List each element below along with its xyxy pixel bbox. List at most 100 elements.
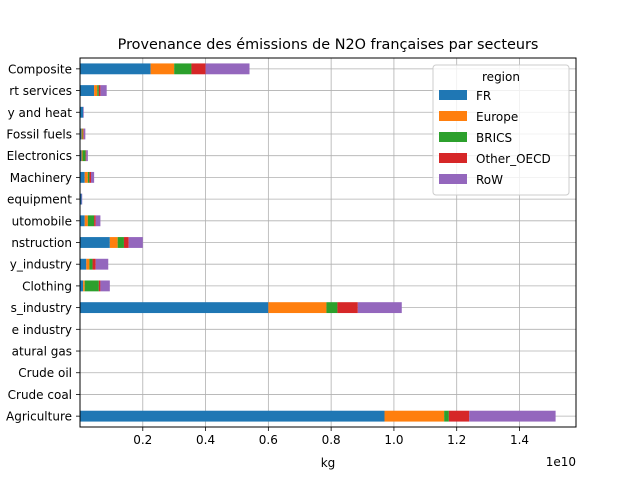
bars bbox=[80, 63, 556, 422]
bar-fossil-fuels-fr bbox=[80, 128, 82, 140]
y-tick-label-5: s_industry bbox=[11, 301, 72, 315]
legend-label-fr: FR bbox=[476, 89, 491, 103]
bar-machinery-other-oecd bbox=[89, 171, 91, 183]
legend-label-row: RoW bbox=[476, 173, 503, 187]
bar-automobile-fr bbox=[80, 215, 85, 227]
legend-swatch-europe bbox=[439, 111, 467, 121]
x-axis-label: kg bbox=[321, 456, 336, 470]
legend-swatch-row bbox=[439, 174, 467, 184]
legend-swatch-other-oecd bbox=[439, 153, 467, 163]
x-tick-label-0: 0.2 bbox=[133, 433, 152, 447]
bar-fossil-fuels-row bbox=[83, 128, 86, 140]
bar-heavy-industry-row bbox=[95, 258, 109, 270]
bar-composite-row bbox=[205, 63, 250, 75]
bar-heavy-industry-other-oecd bbox=[92, 258, 96, 270]
bar-machinery-europe bbox=[84, 171, 88, 183]
bar-heavy-industry-brics bbox=[89, 258, 93, 270]
bar-transport-services-fr bbox=[80, 85, 95, 96]
x-tick-label-4: 1.0 bbox=[384, 433, 403, 447]
bar-construction-other-oecd bbox=[123, 237, 129, 248]
y-tick-label-16: Composite bbox=[8, 62, 72, 76]
bar-biomass-industry-europe bbox=[268, 302, 327, 314]
legend: region FR Europe BRICS Other_OECD RoW bbox=[432, 64, 570, 196]
bar-electricity-and-heat-row bbox=[83, 106, 84, 118]
y-tick-label-7: y_industry bbox=[10, 258, 72, 272]
x-tick-label-2: 0.6 bbox=[259, 433, 278, 447]
legend-swatch-fr bbox=[439, 90, 467, 100]
y-tick-label-13: Fossil fuels bbox=[6, 127, 72, 141]
y-tick-label-4: e industry bbox=[12, 323, 72, 337]
bar-fossil-fuels-brics bbox=[82, 128, 84, 140]
legend-label-europe: Europe bbox=[476, 110, 518, 124]
x-tick-label-1: 0.4 bbox=[196, 433, 215, 447]
y-tick-label-3: atural gas bbox=[12, 345, 72, 359]
legend-label-brics: BRICS bbox=[476, 131, 512, 145]
y-tick-label-11: Machinery bbox=[10, 171, 72, 185]
x-tick-label-6: 1.4 bbox=[510, 433, 529, 447]
bar-transport-services-other-oecd bbox=[98, 85, 101, 96]
bar-electronics-brics bbox=[82, 150, 86, 162]
bar-electronics-other-oecd bbox=[85, 150, 87, 162]
bar-agriculture-brics bbox=[444, 410, 449, 422]
y-tick-label-2: Crude oil bbox=[18, 366, 72, 380]
bar-machinery-brics bbox=[87, 171, 90, 183]
bar-agriculture-other-oecd bbox=[448, 410, 470, 422]
bar-automobile-other-oecd bbox=[94, 215, 96, 227]
y-tick-label-6: Clothing bbox=[22, 279, 72, 293]
bar-transport-services-row bbox=[100, 85, 107, 96]
bar-automobile-europe bbox=[84, 215, 88, 227]
bar-oth-transport-equipment-fr bbox=[80, 193, 82, 205]
bar-biomass-industry-fr bbox=[80, 302, 269, 314]
y-tick-label-0: Agriculture bbox=[6, 410, 72, 424]
bar-composite-other-oecd bbox=[191, 63, 206, 75]
bar-biomass-industry-row bbox=[357, 302, 402, 314]
bar-electronics-europe bbox=[81, 150, 83, 162]
bar-electronics-row bbox=[86, 150, 88, 162]
y-tick-label-1: Crude coal bbox=[8, 388, 72, 402]
x-tick-label-5: 1.2 bbox=[447, 433, 466, 447]
bar-biomass-industry-brics bbox=[326, 302, 338, 314]
bar-construction-brics bbox=[117, 237, 124, 248]
y-axis: Agriculture Crude coal Crude oil atural gas… bbox=[6, 62, 80, 424]
bar-construction-row bbox=[128, 237, 143, 248]
bar-automobile-brics bbox=[87, 215, 95, 227]
bar-electricity-and-heat-fr bbox=[80, 106, 84, 118]
bar-composite-fr bbox=[80, 63, 151, 75]
bar-oth-transport-equipment-row bbox=[81, 193, 83, 205]
bar-clothing-brics bbox=[84, 280, 99, 292]
x-axis: 0.2 0.4 0.6 0.8 1.0 1.2 1.4 bbox=[133, 427, 529, 447]
bar-electronics-fr bbox=[80, 150, 82, 162]
bar-transport-services-brics bbox=[97, 85, 99, 96]
y-tick-label-15: rt services bbox=[9, 84, 72, 98]
y-tick-label-10: equipment bbox=[7, 193, 72, 207]
bar-composite-brics bbox=[174, 63, 192, 75]
bar-fossil-fuels-europe bbox=[81, 128, 83, 140]
bar-clothing-europe bbox=[83, 280, 85, 292]
bar-biomass-industry-other-oecd bbox=[337, 302, 358, 314]
bar-heavy-industry-fr bbox=[80, 258, 87, 270]
bar-automobile-row bbox=[95, 215, 101, 227]
bar-agriculture-europe bbox=[384, 410, 445, 422]
x-tick-label-3: 0.8 bbox=[322, 433, 341, 447]
bar-agriculture-row bbox=[469, 410, 556, 422]
bar-clothing-other-oecd bbox=[98, 280, 101, 292]
legend-label-other-oecd: Other_OECD bbox=[476, 152, 551, 166]
y-tick-label-8: nstruction bbox=[11, 236, 72, 250]
legend-title: region bbox=[482, 70, 520, 84]
chart-title: Provenance des émissions de N2O français… bbox=[118, 37, 539, 53]
bar-fossil-fuels-other-oecd bbox=[83, 128, 84, 140]
bar-machinery-fr bbox=[80, 171, 85, 183]
legend-swatch-brics bbox=[439, 132, 467, 142]
bar-construction-europe bbox=[109, 237, 118, 248]
y-tick-label-14: y and heat bbox=[8, 106, 73, 120]
bar-clothing-row bbox=[100, 280, 110, 292]
bar-machinery-row bbox=[90, 171, 95, 183]
bar-composite-europe bbox=[150, 63, 175, 75]
bar-construction-fr bbox=[80, 237, 110, 248]
bar-transport-services-europe bbox=[94, 85, 98, 96]
bar-heavy-industry-europe bbox=[86, 258, 90, 270]
x-axis-offset-text: 1e10 bbox=[546, 455, 576, 469]
y-tick-label-9: utomobile bbox=[12, 214, 72, 228]
y-tick-label-12: Electronics bbox=[7, 149, 72, 163]
